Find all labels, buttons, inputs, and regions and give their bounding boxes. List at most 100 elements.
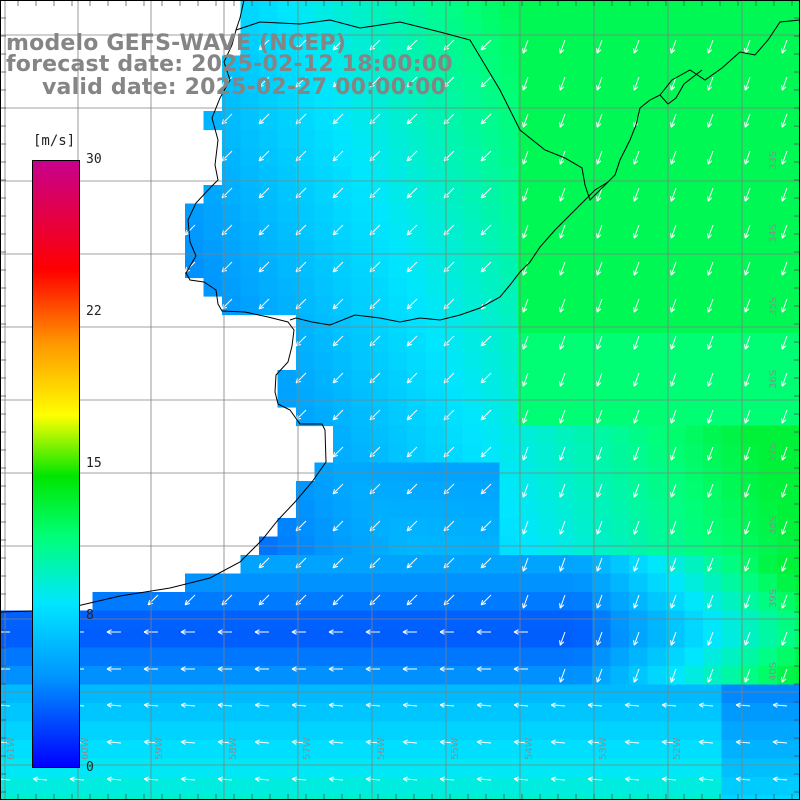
speed-cell	[684, 777, 704, 797]
speed-cell	[721, 37, 741, 57]
speed-cell	[629, 314, 649, 334]
speed-cell	[795, 296, 800, 316]
wind-arrow	[670, 261, 677, 276]
wind-arrow	[707, 187, 714, 202]
wind-arrow	[147, 594, 159, 606]
speed-cell	[314, 0, 334, 20]
wind-arrow	[559, 372, 566, 387]
speed-cell	[610, 647, 630, 667]
speed-cell	[444, 314, 464, 334]
wind-arrow	[596, 113, 603, 128]
wind-arrow	[744, 668, 751, 683]
speed-cell	[536, 481, 556, 501]
speed-cell	[684, 370, 704, 390]
speed-cell	[277, 74, 297, 94]
model-title: modelo GEFS-WAVE (NCEP)	[6, 31, 347, 56]
speed-cell	[333, 721, 353, 741]
wind-arrow	[0, 776, 11, 782]
speed-cell	[55, 795, 75, 800]
wind-arrow	[744, 557, 751, 572]
speed-cell	[203, 185, 223, 205]
speed-cell	[555, 203, 575, 223]
speed-cell	[240, 758, 260, 778]
speed-cell	[111, 666, 131, 686]
longitude-label: 52W	[672, 737, 683, 760]
speed-cell	[499, 222, 519, 242]
speed-cell	[259, 777, 279, 797]
speed-cell	[296, 92, 316, 112]
speed-cell	[314, 610, 334, 630]
wind-arrow	[596, 261, 603, 276]
speed-cell	[240, 259, 260, 279]
speed-cell	[314, 148, 334, 168]
speed-cell	[425, 37, 445, 57]
speed-cell	[610, 55, 630, 75]
speed-cell	[314, 721, 334, 741]
speed-cell	[314, 777, 334, 797]
speed-cell	[314, 259, 334, 279]
speed-cell	[555, 777, 575, 797]
speed-cell	[296, 166, 316, 186]
speed-cell	[277, 795, 297, 800]
latitude-label: 37S	[768, 443, 779, 462]
speed-cell	[222, 74, 242, 94]
speed-cell	[314, 370, 334, 390]
speed-cell	[370, 166, 390, 186]
speed-cell	[333, 148, 353, 168]
speed-cell	[610, 74, 630, 94]
speed-cell	[111, 795, 131, 800]
speed-cell	[647, 370, 667, 390]
speed-cell	[333, 166, 353, 186]
speed-cell	[388, 111, 408, 131]
speed-cell	[481, 573, 501, 593]
speed-cell	[536, 74, 556, 94]
speed-cell	[277, 203, 297, 223]
speed-cell	[684, 314, 704, 334]
speed-cell	[333, 666, 353, 686]
speed-cell	[296, 555, 316, 575]
speed-cell	[740, 721, 760, 741]
speed-cell	[240, 240, 260, 260]
speed-cell	[129, 795, 149, 800]
speed-cell	[277, 629, 297, 649]
speed-cell	[499, 129, 519, 149]
speed-cell	[333, 647, 353, 667]
speed-cell	[555, 240, 575, 260]
speed-cell	[240, 555, 260, 575]
wind-arrow	[439, 739, 455, 745]
wind-arrow	[476, 629, 491, 635]
wind-arrow	[670, 113, 677, 128]
speed-cell	[499, 462, 519, 482]
speed-cell	[351, 0, 371, 20]
speed-cell	[203, 647, 223, 667]
speed-cell	[499, 259, 519, 279]
speed-cell	[777, 166, 797, 186]
wind-arrow	[406, 409, 418, 421]
speed-cell	[222, 795, 242, 800]
speed-cell	[721, 129, 741, 149]
wind-arrow	[402, 776, 418, 782]
longitude-label: 54W	[524, 737, 535, 760]
speed-cell	[370, 296, 390, 316]
speed-cell	[333, 388, 353, 408]
speed-cell	[647, 351, 667, 371]
speed-cell	[203, 721, 223, 741]
speed-cell	[721, 407, 741, 427]
speed-cell	[148, 758, 168, 778]
speed-cell	[758, 777, 778, 797]
speed-cell	[444, 481, 464, 501]
speed-cell	[222, 259, 242, 279]
speed-cell	[314, 518, 334, 538]
speed-cell	[370, 407, 390, 427]
wind-arrow	[633, 557, 640, 572]
speed-cell	[333, 407, 353, 427]
wind-arrow	[522, 113, 529, 128]
speed-cell	[592, 462, 612, 482]
speed-cell	[240, 111, 260, 131]
speed-cell	[758, 37, 778, 57]
speed-cell	[573, 795, 593, 800]
wind-arrow	[550, 739, 566, 745]
speed-cell	[18, 795, 38, 800]
speed-cell	[314, 684, 334, 704]
speed-cell	[425, 703, 445, 723]
